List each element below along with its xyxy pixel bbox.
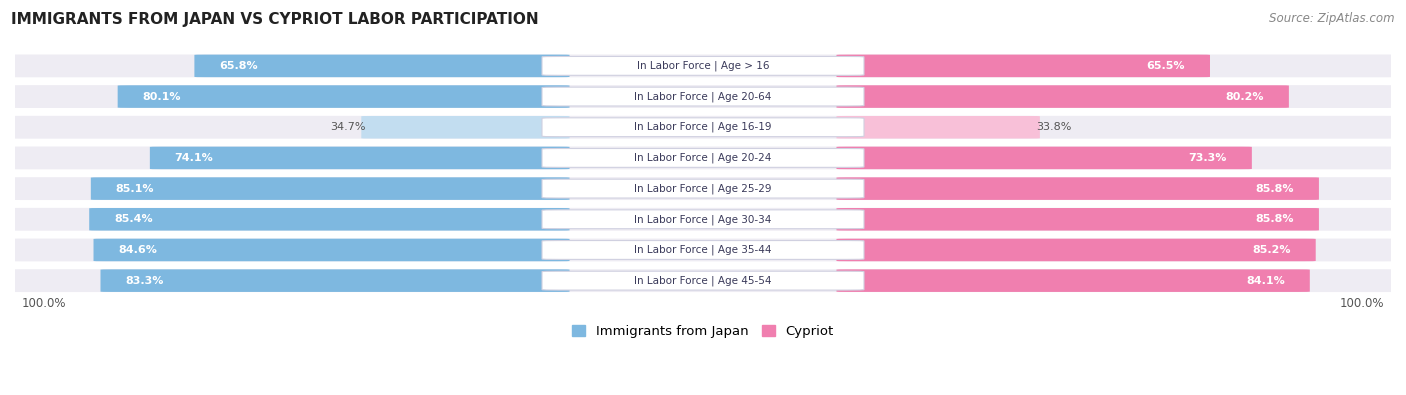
FancyBboxPatch shape [118, 85, 569, 108]
FancyBboxPatch shape [837, 239, 1316, 261]
FancyBboxPatch shape [837, 116, 1040, 139]
Text: 80.1%: 80.1% [142, 92, 181, 102]
FancyBboxPatch shape [541, 56, 865, 75]
Text: 74.1%: 74.1% [174, 153, 214, 163]
FancyBboxPatch shape [837, 208, 1319, 231]
Text: 85.8%: 85.8% [1256, 214, 1294, 224]
FancyBboxPatch shape [6, 269, 1400, 292]
FancyBboxPatch shape [837, 269, 1310, 292]
FancyBboxPatch shape [6, 85, 1400, 108]
FancyBboxPatch shape [541, 271, 865, 290]
Text: 33.8%: 33.8% [1036, 122, 1071, 132]
FancyBboxPatch shape [91, 177, 569, 200]
FancyBboxPatch shape [361, 116, 569, 139]
FancyBboxPatch shape [194, 55, 569, 77]
FancyBboxPatch shape [837, 147, 1251, 169]
FancyBboxPatch shape [6, 147, 1400, 169]
Text: 65.8%: 65.8% [219, 61, 257, 71]
Text: 84.1%: 84.1% [1246, 276, 1285, 286]
FancyBboxPatch shape [541, 87, 865, 106]
FancyBboxPatch shape [89, 208, 569, 231]
FancyBboxPatch shape [541, 149, 865, 167]
FancyBboxPatch shape [6, 116, 1400, 139]
Text: In Labor Force | Age 30-34: In Labor Force | Age 30-34 [634, 214, 772, 224]
FancyBboxPatch shape [100, 269, 569, 292]
Text: Source: ZipAtlas.com: Source: ZipAtlas.com [1270, 12, 1395, 25]
FancyBboxPatch shape [6, 55, 1400, 77]
FancyBboxPatch shape [94, 239, 569, 261]
Text: IMMIGRANTS FROM JAPAN VS CYPRIOT LABOR PARTICIPATION: IMMIGRANTS FROM JAPAN VS CYPRIOT LABOR P… [11, 12, 538, 27]
FancyBboxPatch shape [837, 177, 1319, 200]
Text: In Labor Force | Age > 16: In Labor Force | Age > 16 [637, 61, 769, 71]
FancyBboxPatch shape [6, 208, 1400, 231]
Text: 80.2%: 80.2% [1226, 92, 1264, 102]
FancyBboxPatch shape [541, 210, 865, 229]
FancyBboxPatch shape [541, 241, 865, 260]
Legend: Immigrants from Japan, Cypriot: Immigrants from Japan, Cypriot [567, 320, 839, 343]
Text: In Labor Force | Age 45-54: In Labor Force | Age 45-54 [634, 275, 772, 286]
FancyBboxPatch shape [541, 179, 865, 198]
Text: In Labor Force | Age 20-64: In Labor Force | Age 20-64 [634, 91, 772, 102]
Text: 85.1%: 85.1% [115, 184, 155, 194]
Text: In Labor Force | Age 35-44: In Labor Force | Age 35-44 [634, 245, 772, 255]
Text: 84.6%: 84.6% [118, 245, 157, 255]
Text: 83.3%: 83.3% [125, 276, 163, 286]
Text: In Labor Force | Age 20-24: In Labor Force | Age 20-24 [634, 153, 772, 163]
FancyBboxPatch shape [541, 118, 865, 137]
Text: In Labor Force | Age 16-19: In Labor Force | Age 16-19 [634, 122, 772, 132]
Text: 85.8%: 85.8% [1256, 184, 1294, 194]
FancyBboxPatch shape [6, 177, 1400, 200]
Text: 34.7%: 34.7% [330, 122, 366, 132]
Text: In Labor Force | Age 25-29: In Labor Force | Age 25-29 [634, 183, 772, 194]
FancyBboxPatch shape [150, 147, 569, 169]
Text: 100.0%: 100.0% [22, 297, 66, 310]
Text: 85.4%: 85.4% [114, 214, 153, 224]
FancyBboxPatch shape [837, 85, 1289, 108]
FancyBboxPatch shape [837, 55, 1211, 77]
Text: 65.5%: 65.5% [1147, 61, 1185, 71]
FancyBboxPatch shape [6, 239, 1400, 261]
Text: 100.0%: 100.0% [1340, 297, 1384, 310]
Text: 85.2%: 85.2% [1253, 245, 1291, 255]
Text: 73.3%: 73.3% [1188, 153, 1227, 163]
